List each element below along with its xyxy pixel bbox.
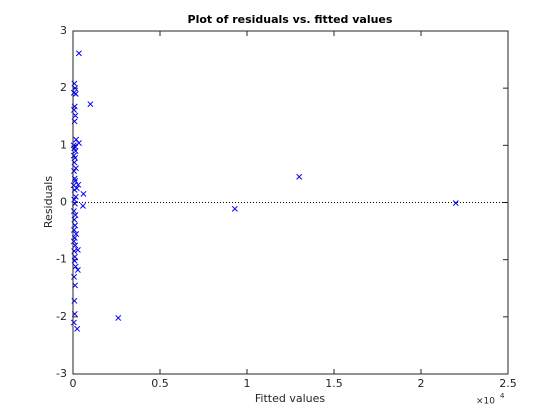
point	[74, 246, 81, 253]
point	[72, 263, 79, 270]
x-tick-label: 1	[244, 377, 251, 390]
point	[73, 136, 80, 143]
point	[74, 267, 81, 273]
y-tick-label: -2	[56, 310, 67, 323]
chart-title: Plot of residuals vs. fitted values	[188, 13, 393, 26]
point	[73, 230, 80, 237]
point	[70, 319, 77, 326]
point	[70, 208, 77, 215]
point	[71, 145, 78, 152]
point	[80, 190, 87, 197]
point	[72, 212, 79, 219]
x-tick-label: 0.5	[151, 377, 169, 390]
point	[74, 325, 81, 332]
point	[71, 168, 77, 175]
x-tick-label: 2	[418, 377, 425, 390]
point	[72, 148, 79, 155]
point	[70, 182, 77, 189]
point	[70, 238, 77, 245]
y-tick-label: 0	[60, 196, 67, 209]
x-multiplier-base: ×10	[476, 397, 495, 407]
x-multiplier-exponent: 4	[500, 392, 505, 400]
point	[72, 112, 79, 119]
point	[79, 202, 86, 209]
point	[115, 315, 122, 321]
point	[71, 106, 77, 113]
point	[71, 248, 78, 255]
point	[452, 200, 459, 207]
x-tick-label: 1.5	[325, 377, 343, 390]
point	[73, 165, 79, 172]
x-tick-label: 2.5	[499, 377, 517, 390]
point	[231, 205, 238, 212]
y-tick-label: 3	[60, 24, 67, 37]
point	[72, 90, 79, 97]
point	[296, 173, 303, 180]
plot-frame	[72, 30, 509, 375]
y-tick-label: -3	[56, 367, 67, 380]
y-axis-label: Residuals	[42, 176, 55, 228]
y-tick-label: 1	[60, 138, 67, 151]
x-tick-label: 0	[70, 377, 77, 390]
point	[72, 242, 79, 249]
point	[72, 177, 79, 184]
point	[75, 50, 82, 57]
point	[71, 226, 77, 233]
y-tick-label: -1	[56, 253, 67, 266]
point	[87, 101, 94, 108]
point	[71, 273, 77, 280]
y-tick-label: 2	[60, 81, 67, 94]
point	[72, 193, 79, 200]
x-axis-label: Fitted values	[255, 392, 326, 405]
